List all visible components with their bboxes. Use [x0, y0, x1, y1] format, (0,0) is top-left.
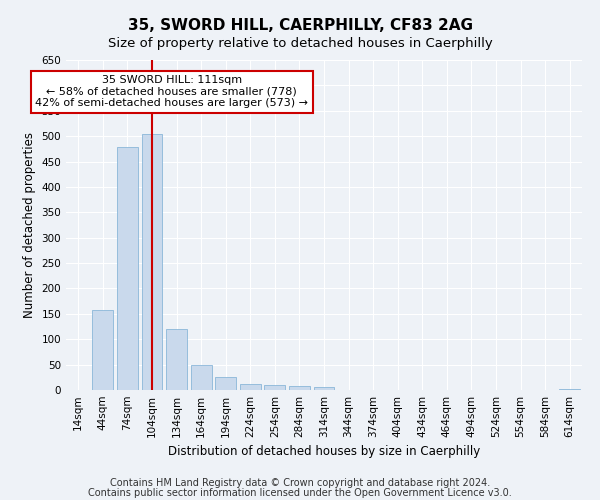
Bar: [240, 384, 261, 390]
Y-axis label: Number of detached properties: Number of detached properties: [23, 132, 36, 318]
Text: 35, SWORD HILL, CAERPHILLY, CF83 2AG: 35, SWORD HILL, CAERPHILLY, CF83 2AG: [128, 18, 473, 32]
Text: Contains public sector information licensed under the Open Government Licence v3: Contains public sector information licen…: [88, 488, 512, 498]
Bar: [265, 385, 286, 390]
Bar: [191, 364, 212, 390]
Bar: [314, 388, 334, 390]
Bar: [166, 329, 187, 390]
Bar: [289, 386, 310, 390]
Bar: [215, 378, 236, 390]
Bar: [142, 134, 163, 390]
Text: Contains HM Land Registry data © Crown copyright and database right 2024.: Contains HM Land Registry data © Crown c…: [110, 478, 490, 488]
Bar: [92, 310, 113, 390]
X-axis label: Distribution of detached houses by size in Caerphilly: Distribution of detached houses by size …: [168, 446, 480, 458]
Text: 35 SWORD HILL: 111sqm
← 58% of detached houses are smaller (778)
42% of semi-det: 35 SWORD HILL: 111sqm ← 58% of detached …: [35, 75, 308, 108]
Bar: [559, 389, 580, 390]
Bar: [117, 148, 138, 390]
Text: Size of property relative to detached houses in Caerphilly: Size of property relative to detached ho…: [107, 38, 493, 51]
